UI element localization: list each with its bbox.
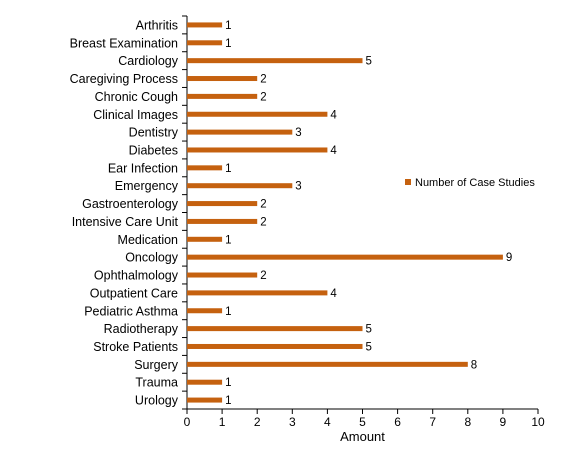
data-label: 3 [295,127,301,139]
data-label: 1 [225,20,231,32]
category-label: Caregiving Process [70,72,178,86]
data-label: 5 [366,324,372,336]
category-label: Oncology [125,251,179,265]
x-tick-label: 5 [359,415,366,429]
x-tick-label: 10 [531,415,545,429]
legend: Number of Case Studies [405,177,535,189]
bars-group [187,22,503,403]
category-label: Gastroenterology [82,197,179,211]
data-label: 1 [225,377,231,389]
category-label: Clinical Images [93,108,178,122]
category-label: Dentistry [129,126,179,140]
bar-chronic-cough [187,93,258,99]
bar-pediatric-asthma [187,308,223,314]
axes: 0 1 2 3 4 5 6 7 8 9 10 [182,15,545,429]
bar-intensive-care-unit [187,218,258,224]
labels-group: Arthritis 1 Breast Examination 1 Cardiology 5… [70,18,513,407]
data-label: 1 [225,163,231,175]
data-label: 4 [330,288,337,300]
bar-dentistry [187,129,293,135]
data-label: 2 [260,91,266,103]
bar-ear-infection [187,165,223,171]
category-label: Ophthalmology [94,269,179,283]
x-tick-label: 8 [464,415,471,429]
bar-trauma [187,379,223,385]
bar-diabetes [187,147,328,153]
bar-outpatient-care [187,290,328,296]
category-label: Urology [135,394,179,408]
category-label: Outpatient Care [90,286,178,300]
bar-oncology [187,254,503,260]
data-label: 4 [330,145,337,157]
category-label: Diabetes [129,143,178,157]
data-label: 1 [225,234,231,246]
bar-medication [187,236,223,242]
category-label: Arthritis [136,18,178,32]
data-label: 2 [260,199,266,211]
legend-swatch [405,179,411,185]
bar-urology [187,397,223,403]
data-label: 4 [330,109,337,121]
category-label: Breast Examination [70,36,178,50]
data-label: 8 [471,359,477,371]
category-label: Emergency [115,179,179,193]
data-label: 5 [366,56,372,68]
data-label: 2 [260,216,266,228]
bar-radiotherapy [187,326,363,332]
bar-breast-examination [187,40,223,46]
category-label: Cardiology [118,54,179,68]
bar-surgery [187,361,468,367]
x-tick-label: 9 [500,415,507,429]
data-label: 3 [295,181,301,193]
category-label: Trauma [135,376,178,390]
x-tick-label: 7 [429,415,436,429]
category-label: Medication [118,233,178,247]
data-label: 1 [225,306,231,318]
bar-cardiology [187,58,363,64]
bar-ophthalmology [187,272,258,278]
bar-gastroenterology [187,201,258,207]
bar-caregiving-process [187,76,258,82]
x-tick-label: 1 [219,415,226,429]
category-label: Ear Infection [108,161,178,175]
data-label: 2 [260,74,266,86]
data-label: 1 [225,395,231,407]
x-axis-title: Amount [340,429,385,444]
category-label: Stroke Patients [93,340,178,354]
data-label: 9 [506,252,512,264]
bar-arthritis [187,22,223,28]
data-label: 5 [366,341,372,353]
category-label: Surgery [134,358,179,372]
legend-label: Number of Case Studies [415,177,535,189]
category-label: Pediatric Asthma [84,304,178,318]
bar-emergency [187,183,293,189]
category-label: Radiotherapy [104,322,179,336]
category-label: Intensive Care Unit [72,215,179,229]
x-tick-label: 6 [394,415,401,429]
x-tick-label: 0 [184,415,191,429]
x-tick-label: 3 [289,415,296,429]
data-label: 2 [260,270,266,282]
data-label: 1 [225,38,231,50]
x-tick-label: 2 [254,415,261,429]
bar-clinical-images [187,111,328,117]
category-label: Chronic Cough [95,90,178,104]
bar-stroke-patients [187,343,363,349]
x-tick-label: 4 [324,415,331,429]
